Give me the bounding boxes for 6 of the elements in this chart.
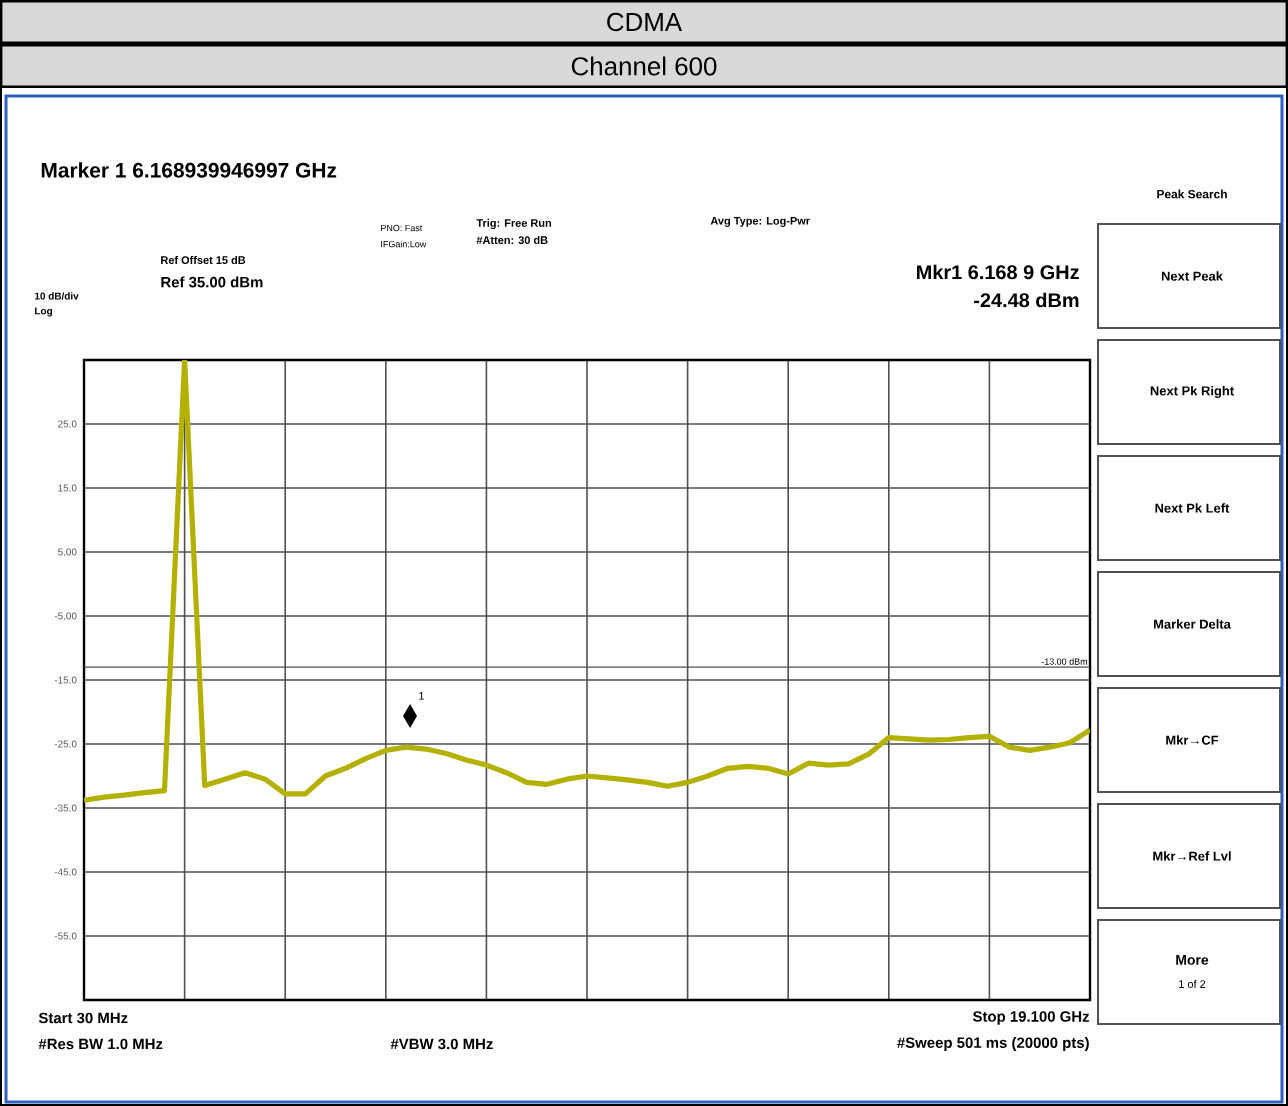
chart-subtitle: Channel 600 xyxy=(571,56,717,76)
text: -24.48 dBm xyxy=(974,292,1079,308)
line-series xyxy=(84,359,1091,803)
text: Mkr1 6.168 9 GHz xyxy=(917,264,1079,280)
chart-title: CDMA xyxy=(607,12,683,32)
text: Marker 1 6.168939946997 GHz xyxy=(41,162,337,178)
